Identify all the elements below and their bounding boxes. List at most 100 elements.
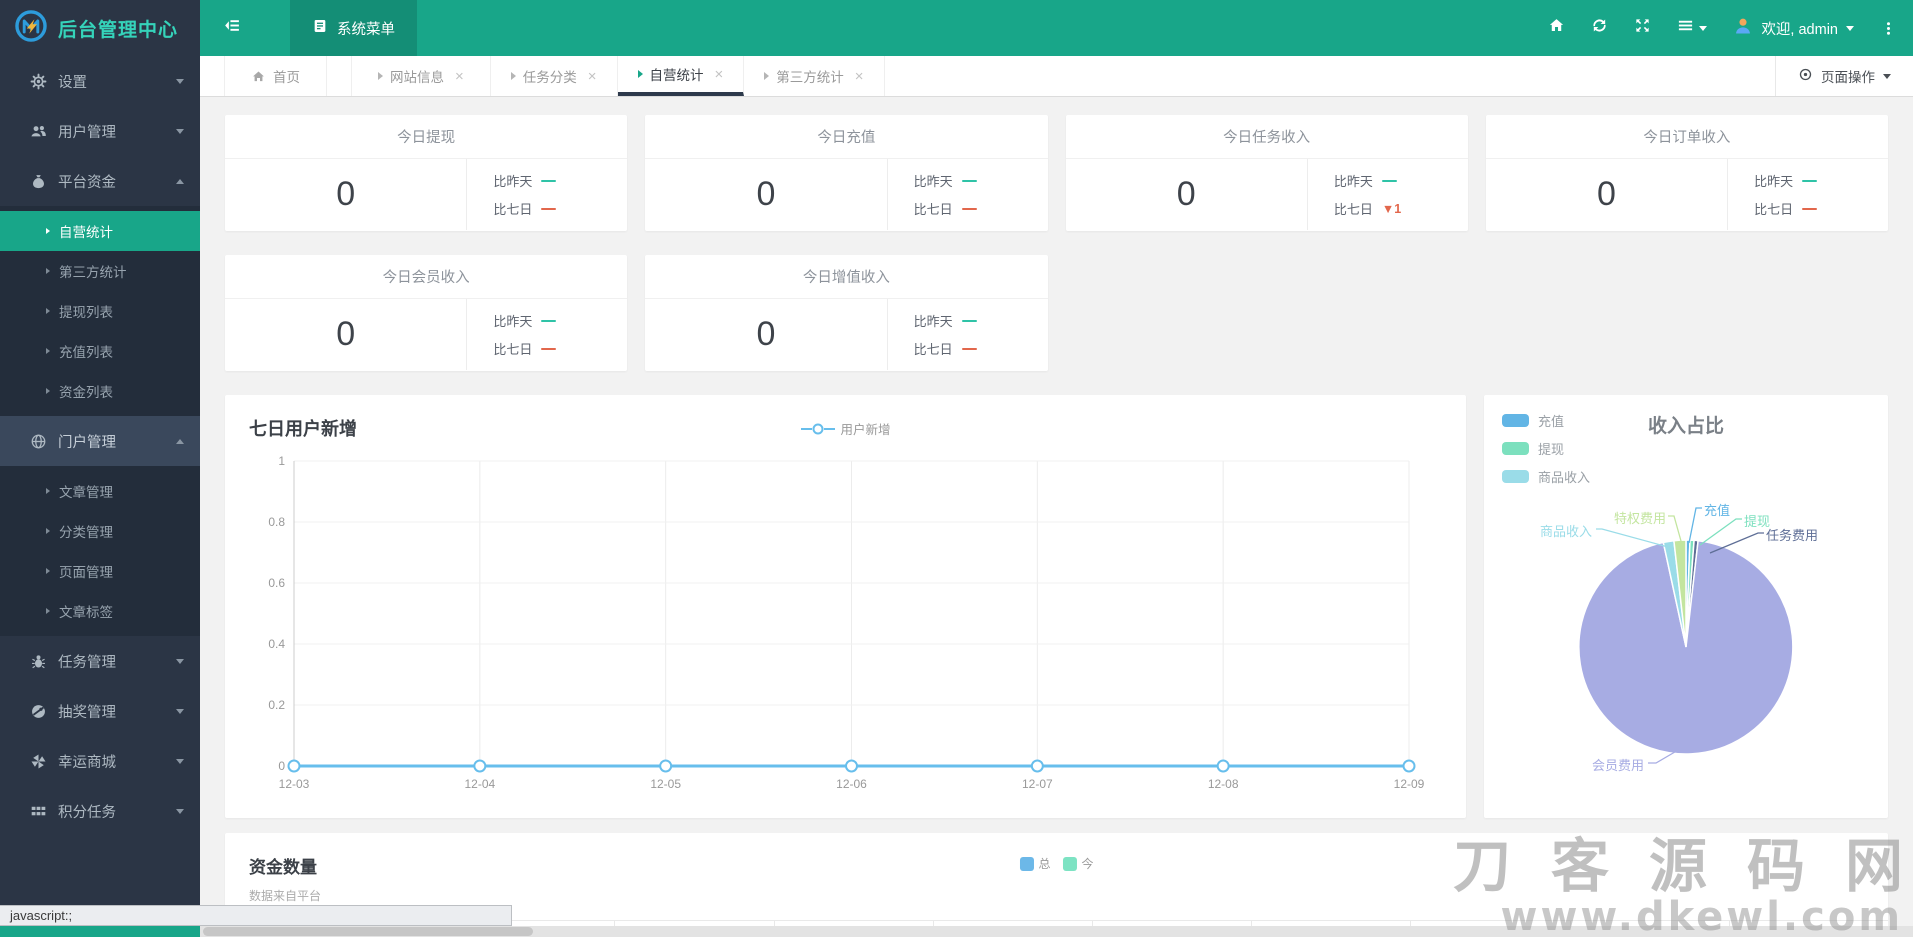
funds-legend-item-今[interactable]: 今 bbox=[1062, 855, 1094, 872]
legend-swatch-icon bbox=[1502, 442, 1529, 455]
close-icon[interactable]: × bbox=[455, 67, 464, 85]
svg-text:0: 0 bbox=[278, 759, 285, 773]
svg-text:12-08: 12-08 bbox=[1208, 777, 1239, 791]
arrow-right-icon bbox=[46, 608, 50, 614]
sidebar-item-任务管理[interactable]: 任务管理 bbox=[0, 636, 200, 686]
arrow-right-icon bbox=[46, 568, 50, 574]
stat-compare-panel: 比昨天 比七日 ▼1 bbox=[1306, 159, 1468, 230]
home-button[interactable] bbox=[1548, 17, 1565, 39]
tab-home[interactable]: 首页 bbox=[224, 56, 327, 96]
pie-chart-legend: 充值 提现 商品收入 bbox=[1502, 411, 1590, 486]
close-icon[interactable]: × bbox=[587, 67, 597, 85]
sidebar-subitem-提现列表[interactable]: 提现列表 bbox=[0, 291, 200, 331]
sidebar-subitem-充值列表[interactable]: 充值列表 bbox=[0, 331, 200, 371]
topbar: 后台管理中心 系统菜单 欢迎, admin bbox=[0, 0, 1913, 56]
svg-text:0.2: 0.2 bbox=[268, 698, 285, 712]
arrow-right-icon bbox=[378, 72, 383, 80]
svg-text:0.6: 0.6 bbox=[268, 576, 285, 590]
pie-chart-title: 收入占比 bbox=[1647, 416, 1724, 437]
close-icon[interactable]: × bbox=[854, 67, 864, 85]
tab-home-label: 首页 bbox=[273, 70, 300, 85]
compare-label: 比七日 bbox=[913, 342, 953, 357]
system-menu-tab[interactable]: 系统菜单 bbox=[290, 0, 417, 56]
line-chart-title: 七日用户新增 bbox=[249, 419, 357, 439]
sidebar-item-平台资金[interactable]: 平台资金 bbox=[0, 156, 200, 206]
sidebar-subitem-分类管理[interactable]: 分类管理 bbox=[0, 511, 200, 551]
line-chart-legend[interactable]: 用户新增 bbox=[800, 419, 891, 438]
fullscreen-button[interactable] bbox=[1634, 17, 1651, 39]
sidebar-item-积分任务[interactable]: 积分任务 bbox=[0, 786, 200, 836]
refresh-icon bbox=[1591, 17, 1608, 39]
sidebar-subitem-第三方统计[interactable]: 第三方统计 bbox=[0, 251, 200, 291]
compare-row: 比七日 bbox=[914, 339, 1028, 358]
stat-value: 0 bbox=[336, 315, 356, 353]
stat-card-今日订单收入: 今日订单收入 0 比昨天 比七日 bbox=[1485, 115, 1888, 231]
scrollbar-thumb[interactable] bbox=[203, 927, 533, 936]
refresh-button[interactable] bbox=[1591, 17, 1608, 39]
sidebar-item-抽奖管理[interactable]: 抽奖管理 bbox=[0, 686, 200, 736]
tab-第三方统计[interactable]: 第三方统计 × bbox=[744, 56, 885, 96]
stat-card-title: 今日充值 bbox=[645, 115, 1048, 159]
svg-text:12-09: 12-09 bbox=[1394, 777, 1425, 791]
chevron-down-icon bbox=[176, 708, 184, 714]
tab-任务分类[interactable]: 任务分类 × bbox=[491, 56, 618, 96]
stat-value: 0 bbox=[336, 175, 356, 213]
tab-自营统计[interactable]: 自营统计 × bbox=[617, 56, 745, 96]
sidebar-subitem-文章管理[interactable]: 文章管理 bbox=[0, 471, 200, 511]
compare-label: 比昨天 bbox=[913, 174, 953, 189]
compare-row: 比昨天 bbox=[1334, 171, 1448, 190]
no-change-dash-icon bbox=[1802, 207, 1818, 210]
arrow-right-icon bbox=[764, 72, 770, 80]
sidebar-menu: 设置 用户管理平台资金自营统计 第三方统计 提现列表充值列表资金列表门户管理文章管理分… bbox=[0, 56, 200, 836]
svg-text:0.4: 0.4 bbox=[268, 637, 285, 651]
sidebar-item-用户管理[interactable]: 用户管理 bbox=[0, 106, 200, 156]
line-chart: 0 0.2 0.4 0.6 0.8 1 12-03 12-04 12-05 12-06 12-07 1… bbox=[268, 454, 1425, 791]
tab-网站信息[interactable]: 网站信息 × bbox=[351, 56, 491, 96]
legend-swatch-icon bbox=[1019, 856, 1034, 871]
page-actions-label: 页面操作 bbox=[1821, 70, 1875, 85]
arrow-right-icon bbox=[510, 72, 516, 80]
chevron-down-icon bbox=[1883, 73, 1891, 79]
sidebar-subitem-文章标签[interactable]: 文章标签 bbox=[0, 591, 200, 631]
close-icon[interactable]: × bbox=[714, 65, 724, 83]
pie-legend-item-提现[interactable]: 提现 bbox=[1502, 439, 1590, 458]
funds-subtitle: 数据来自平台 bbox=[249, 889, 322, 903]
logo-area: 后台管理中心 bbox=[0, 0, 200, 56]
sidebar-subitem-页面管理[interactable]: 页面管理 bbox=[0, 551, 200, 591]
pie-legend-item-充值[interactable]: 充值 bbox=[1502, 411, 1590, 430]
stat-card-今日提现: 今日提现 0 比昨天 比七日 bbox=[225, 115, 628, 231]
sidebar-item-label: 平台资金 bbox=[58, 174, 116, 191]
change-indicator: ▼1 bbox=[1381, 201, 1402, 216]
sidebar: 设置 用户管理平台资金自营统计 第三方统计 提现列表充值列表资金列表门户管理文章管理分… bbox=[0, 56, 200, 937]
avatar-icon bbox=[1733, 16, 1753, 41]
pie-legend-item-商品收入[interactable]: 商品收入 bbox=[1502, 467, 1590, 486]
compare-row: 比昨天 bbox=[914, 311, 1028, 330]
app-title: 后台管理中心 bbox=[58, 19, 179, 41]
sidebar-subitem-自营统计[interactable]: 自营统计 bbox=[0, 211, 200, 251]
sidebar-item-门户管理[interactable]: 门户管理 bbox=[0, 416, 200, 466]
arrow-right-icon bbox=[46, 528, 50, 534]
sidebar-subitem-资金列表[interactable]: 资金列表 bbox=[0, 371, 200, 411]
sidebar-fold-button[interactable] bbox=[200, 0, 262, 56]
bug-icon bbox=[30, 653, 47, 670]
sidebar-item-幸运商城[interactable]: 幸运商城 bbox=[0, 736, 200, 786]
chevron-down-icon bbox=[176, 658, 184, 664]
sidebar-item-label: 任务管理 bbox=[58, 654, 116, 671]
funds-legend: 总今 bbox=[1019, 855, 1094, 872]
arrow-right-icon bbox=[46, 488, 50, 494]
funds-legend-item-总[interactable]: 总 bbox=[1019, 855, 1051, 872]
sidebar-subitem-label: 文章标签 bbox=[59, 605, 113, 620]
grid-icon bbox=[30, 803, 47, 820]
page-actions-button[interactable]: 页面操作 bbox=[1775, 56, 1913, 96]
menu-list-button[interactable] bbox=[1677, 17, 1708, 39]
sidebar-item-label: 抽奖管理 bbox=[58, 704, 116, 721]
sidebar-subitem-label: 充值列表 bbox=[59, 345, 113, 360]
horizontal-scrollbar bbox=[0, 926, 1913, 937]
book-icon bbox=[312, 18, 328, 38]
more-vertical-icon[interactable] bbox=[1880, 20, 1897, 37]
sidebar-item-设置[interactable]: 设置 bbox=[0, 56, 200, 106]
user-menu[interactable]: 欢迎, admin bbox=[1733, 16, 1854, 41]
pie-slice-label-特权费用: 特权费用 bbox=[1614, 511, 1667, 526]
tab-label: 自营统计 bbox=[649, 68, 704, 83]
stat-card-今日增值收入: 今日增值收入 0 比昨天 比七日 bbox=[645, 255, 1048, 371]
